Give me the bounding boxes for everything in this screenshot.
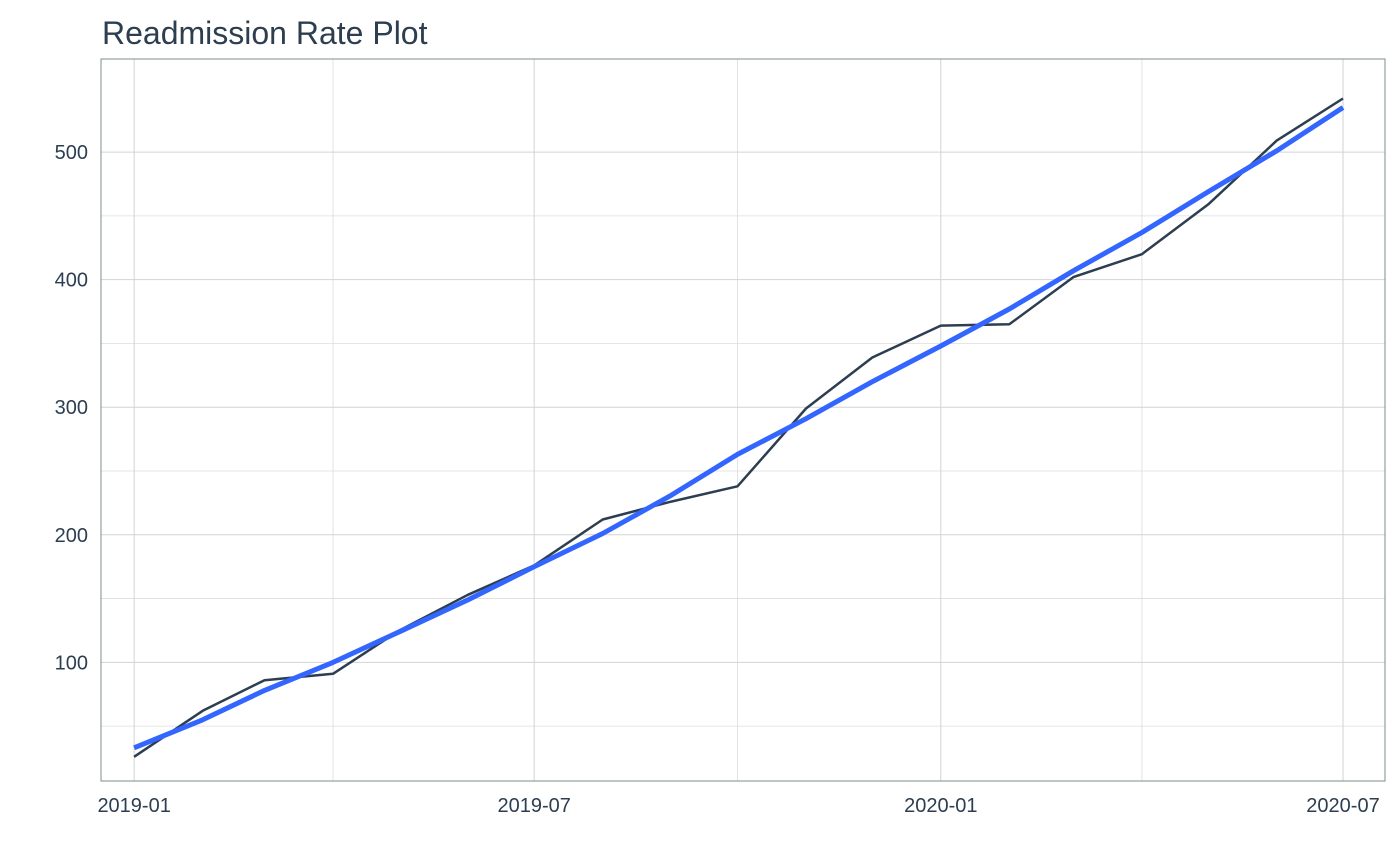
grid <box>101 59 1385 781</box>
chart-title: Readmission Rate Plot <box>102 15 428 51</box>
y-axis-ticks: 100 200 300 400 500 <box>55 142 88 674</box>
x-tick-label-0: 2019-01 <box>97 795 170 817</box>
x-axis-ticks: 2019-01 2019-07 2020-01 2020-07 <box>97 795 1379 817</box>
series-layer <box>133 97 1345 758</box>
y-tick-label-4: 500 <box>55 142 88 164</box>
y-tick-label-0: 100 <box>55 652 88 674</box>
trend-line <box>133 105 1345 751</box>
panel-border <box>100 58 1386 782</box>
x-tick-label-2: 2020-01 <box>904 795 977 817</box>
y-tick-label-3: 400 <box>55 270 88 292</box>
x-tick-label-3: 2020-07 <box>1306 795 1379 817</box>
x-tick-label-1: 2019-07 <box>497 795 570 817</box>
y-tick-label-2: 300 <box>55 397 88 419</box>
y-tick-label-1: 200 <box>55 525 88 547</box>
observed-line <box>133 97 1344 758</box>
